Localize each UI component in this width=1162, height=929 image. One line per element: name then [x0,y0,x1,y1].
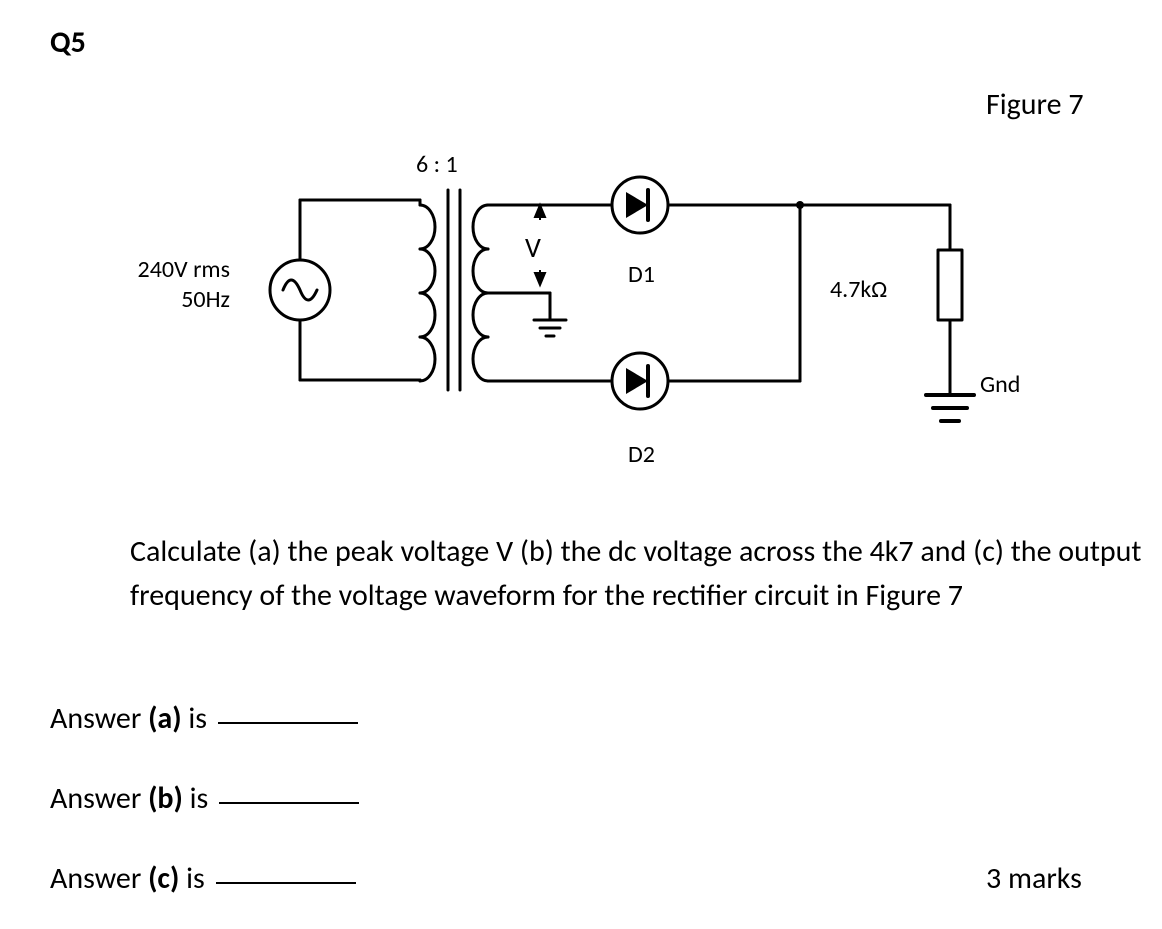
d1-label: D1 [628,260,655,289]
source-label-1: 240V rms [120,255,230,284]
circuit-diagram: 240V rms 50Hz 6 : 1 V D1 D2 4.7kΩ Gnd [120,150,1060,480]
answer-a-prefix: Answer [50,700,148,737]
page: Q5 Figure 7 [0,0,1162,929]
v-label: V [525,230,541,265]
answer-b-blank[interactable] [219,802,359,804]
figure-label: Figure 7 [986,86,1084,123]
d2-label: D2 [628,440,655,469]
answer-c-blank[interactable] [216,882,356,884]
load-label: 4.7kΩ [830,275,887,304]
gnd-label: Gnd [980,370,1020,399]
answer-c-prefix: Answer [50,860,148,897]
source-label-2: 50Hz [120,285,230,314]
question-text: Calculate (a) the peak voltage V (b) the… [130,530,1160,617]
answer-c: Answer (c) is [50,860,356,897]
answer-a-suffix: is [182,700,214,737]
answer-c-suffix: is [179,860,211,897]
marks: 3 marks [986,860,1082,897]
question-number: Q5 [50,24,86,61]
answer-b-suffix: is [183,780,215,817]
transformer-ratio: 6 : 1 [416,150,458,179]
answer-b-prefix: Answer [50,780,148,817]
answer-a: Answer (a) is [50,700,358,737]
answer-a-blank[interactable] [218,722,358,724]
answer-b-part: (b) [148,780,183,817]
answer-c-part: (c) [148,860,179,897]
answer-b: Answer (b) is [50,780,359,817]
answer-a-part: (a) [148,700,182,737]
